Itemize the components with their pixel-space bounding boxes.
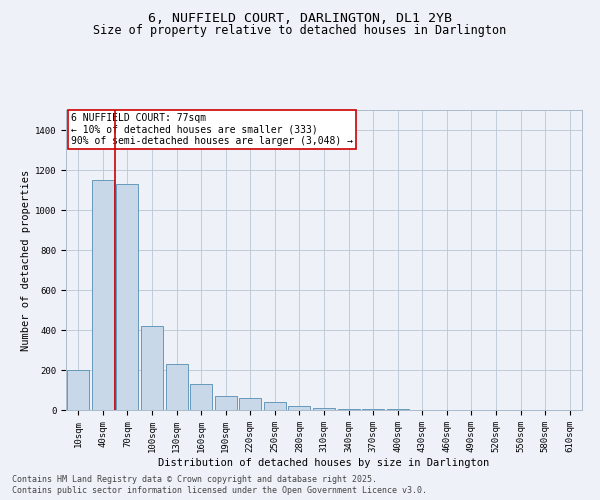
Bar xyxy=(166,364,188,410)
Text: Size of property relative to detached houses in Darlington: Size of property relative to detached ho… xyxy=(94,24,506,37)
Bar xyxy=(313,408,335,410)
Bar xyxy=(92,180,114,410)
Text: Contains HM Land Registry data © Crown copyright and database right 2025.: Contains HM Land Registry data © Crown c… xyxy=(12,475,377,484)
Bar xyxy=(190,384,212,410)
Text: 6 NUFFIELD COURT: 77sqm
← 10% of detached houses are smaller (333)
90% of semi-d: 6 NUFFIELD COURT: 77sqm ← 10% of detache… xyxy=(71,113,353,146)
Bar xyxy=(386,409,409,410)
Bar xyxy=(116,184,139,410)
Bar xyxy=(67,370,89,410)
Bar xyxy=(215,396,237,410)
Bar xyxy=(264,402,286,410)
Text: 6, NUFFIELD COURT, DARLINGTON, DL1 2YB: 6, NUFFIELD COURT, DARLINGTON, DL1 2YB xyxy=(148,12,452,26)
Y-axis label: Number of detached properties: Number of detached properties xyxy=(20,170,31,350)
Bar xyxy=(362,409,384,410)
Bar xyxy=(338,409,359,410)
Text: Contains public sector information licensed under the Open Government Licence v3: Contains public sector information licen… xyxy=(12,486,427,495)
Bar xyxy=(239,398,262,410)
Bar xyxy=(289,406,310,410)
X-axis label: Distribution of detached houses by size in Darlington: Distribution of detached houses by size … xyxy=(158,458,490,468)
Bar xyxy=(141,326,163,410)
